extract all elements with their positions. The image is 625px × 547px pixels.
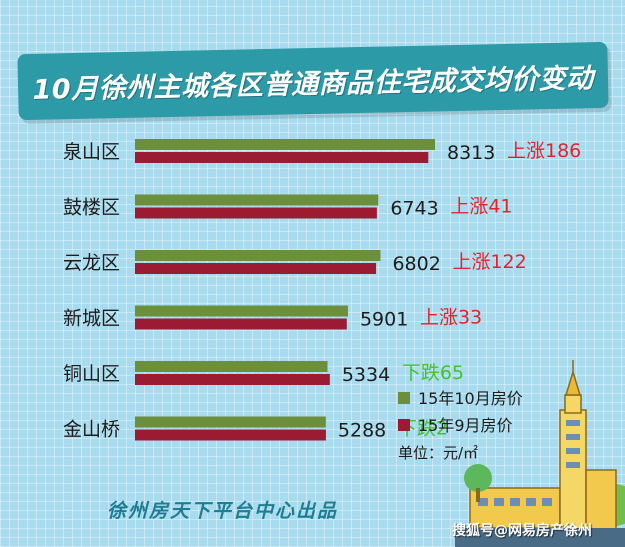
watermark: 搜狐号@网易房产徐州 bbox=[452, 523, 592, 539]
legend-label: 15年10月房价 bbox=[418, 389, 523, 408]
bar-october bbox=[135, 250, 381, 261]
bar-october bbox=[135, 305, 348, 317]
bar-september bbox=[135, 374, 330, 385]
category-label: 金山桥 bbox=[63, 419, 120, 441]
bar-september bbox=[135, 207, 377, 219]
legend-swatch bbox=[398, 419, 410, 431]
category-label: 泉山区 bbox=[63, 141, 120, 163]
bar-september bbox=[135, 429, 326, 441]
bar-october bbox=[135, 416, 326, 428]
bar-september bbox=[135, 152, 429, 163]
value-label: 6743 bbox=[390, 198, 438, 220]
bar-september bbox=[135, 263, 377, 274]
change-up-label: 上涨41 bbox=[450, 196, 512, 218]
category-label: 鼓楼区 bbox=[63, 197, 120, 219]
category-label: 新城区 bbox=[63, 308, 120, 330]
change-up-label: 上涨186 bbox=[507, 140, 581, 162]
category-label: 云龙区 bbox=[63, 252, 120, 274]
bar-october bbox=[135, 361, 328, 372]
city-illustration bbox=[455, 360, 625, 547]
footer-credit: 徐州房天下平台中心出品 bbox=[107, 500, 339, 522]
value-label: 5288 bbox=[338, 420, 386, 442]
unit-label: 单位：元/㎡ bbox=[398, 444, 478, 462]
bar-september bbox=[135, 318, 347, 330]
value-label: 5334 bbox=[342, 364, 390, 386]
value-label: 8313 bbox=[447, 142, 495, 164]
bar-october bbox=[135, 139, 435, 150]
legend-label: 15年9月房价 bbox=[418, 416, 513, 435]
change-up-label: 上涨33 bbox=[420, 307, 482, 329]
legend-swatch bbox=[398, 392, 410, 404]
change-down-label: 下跌2 bbox=[398, 418, 448, 440]
change-up-label: 上涨122 bbox=[452, 251, 526, 273]
bar-october bbox=[135, 194, 379, 206]
value-label: 6802 bbox=[392, 253, 440, 275]
value-label: 5901 bbox=[360, 309, 408, 331]
category-label: 铜山区 bbox=[63, 363, 120, 385]
change-down-label: 下跌65 bbox=[402, 362, 464, 384]
